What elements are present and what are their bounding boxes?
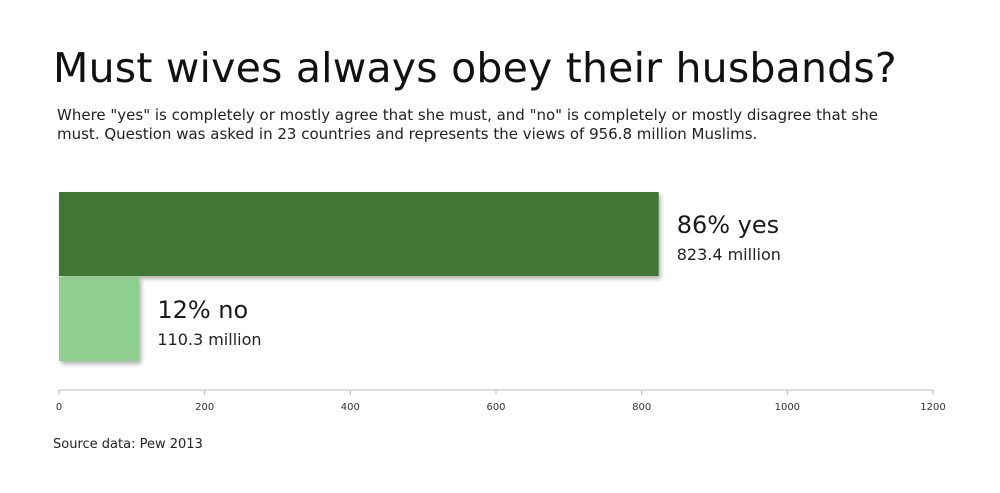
bar-sublabel-yes: 823.4 million [677,245,781,264]
x-tick-label: 0 [56,402,62,413]
bar-label-no: 12% no [157,296,248,324]
bars-layer: 86% yes 823.4 million 12% no 110.3 million [59,192,781,361]
bar-no [59,277,140,361]
x-tick-label: 1200 [920,402,945,413]
bar-yes [59,192,659,276]
source-note: Source data: Pew 2013 [53,437,203,452]
x-axis: 0 200 400 600 800 1000 1200 [56,389,946,413]
x-tick-label: 800 [632,402,651,413]
chart-subtitle: Where "yes" is completely or mostly agre… [57,106,878,143]
x-tick-label: 1000 [775,402,800,413]
bar-sublabel-no: 110.3 million [157,330,261,349]
x-tick-label: 600 [486,402,505,413]
chart-title: Must wives always obey their husbands? [53,44,897,92]
x-tick-label: 200 [195,402,214,413]
x-tick-label: 400 [341,402,360,413]
bar-label-yes: 86% yes [677,211,779,239]
